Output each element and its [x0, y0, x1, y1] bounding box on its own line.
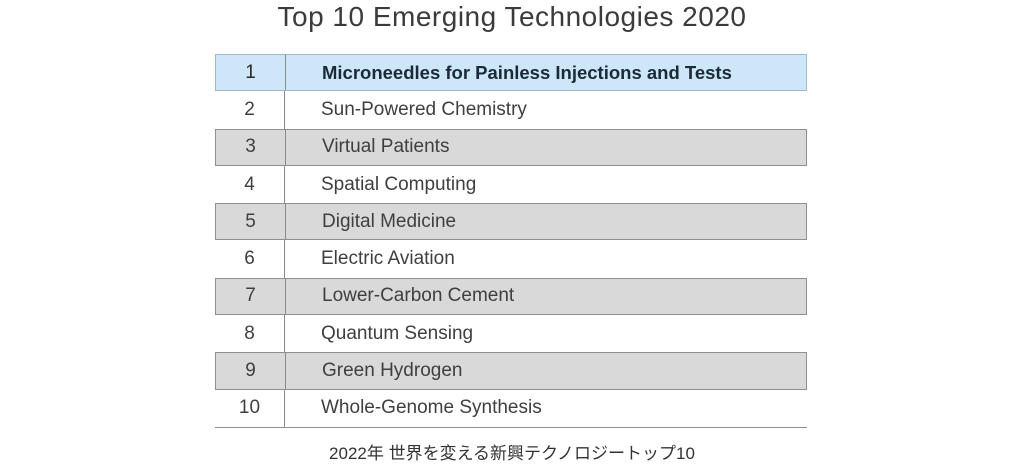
rank-cell: 3	[216, 129, 286, 165]
technology-cell: Sun-Powered Chemistry	[321, 98, 527, 120]
technology-cell: Digital Medicine	[322, 210, 457, 232]
table-row: 4 Spatial Computing	[215, 165, 807, 204]
technology-cell: Green Hydrogen	[322, 360, 463, 382]
technology-cell: Microneedles for Painless Injections and…	[322, 61, 732, 83]
rank-cell: 4	[215, 165, 285, 204]
technology-cell: Electric Aviation	[321, 248, 455, 270]
caption: 2022年 世界を変える新興テクノロジートップ10	[329, 444, 695, 463]
rank-cell: 5	[216, 204, 286, 240]
table-row: 2 Sun-Powered Chemistry	[215, 91, 807, 129]
table-row: 10 Whole-Genome Synthesis	[215, 389, 807, 427]
technology-cell: Virtual Patients	[322, 136, 450, 158]
table-row: 8 Quantum Sensing	[215, 315, 807, 353]
table-row: 7 Lower-Carbon Cement	[215, 277, 807, 316]
rank-cell: 7	[216, 278, 286, 315]
page-title: Top 10 Emerging Technologies 2020	[277, 1, 747, 32]
rank-cell: 1	[216, 55, 286, 91]
table-row: 5 Digital Medicine	[215, 203, 807, 241]
ranking-table: 1 Microneedles for Painless Injections a…	[215, 54, 807, 428]
table-row: 1 Microneedles for Painless Injections a…	[215, 54, 807, 92]
rank-cell: 6	[215, 240, 285, 278]
technology-cell: Lower-Carbon Cement	[322, 285, 515, 307]
rank-cell: 8	[215, 315, 285, 353]
table-row: 9 Green Hydrogen	[215, 352, 807, 390]
rank-cell: 2	[215, 91, 285, 129]
table-row: 3 Virtual Patients	[215, 128, 807, 166]
technology-cell: Spatial Computing	[321, 173, 477, 195]
table-row: 6 Electric Aviation	[215, 240, 807, 278]
technology-cell: Quantum Sensing	[321, 322, 474, 344]
technology-cell: Whole-Genome Synthesis	[321, 397, 542, 419]
rank-cell: 9	[216, 353, 286, 389]
rank-cell: 10	[215, 389, 285, 427]
